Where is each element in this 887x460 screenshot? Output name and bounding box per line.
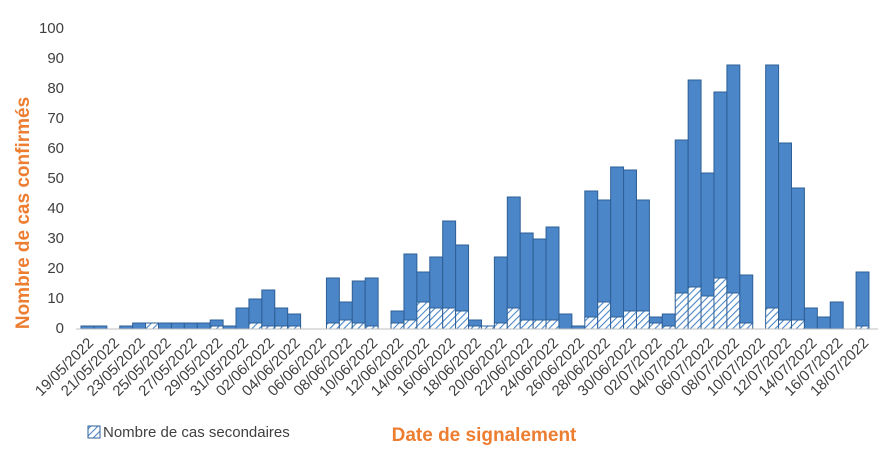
bar-segment — [248, 322, 263, 330]
bar-segment — [429, 256, 444, 309]
bar-segment — [778, 142, 792, 321]
bar-segment — [390, 322, 405, 330]
bar-segment — [506, 307, 521, 330]
bar-segment — [623, 169, 637, 312]
bar-segment — [597, 301, 612, 330]
bar-segment — [416, 271, 431, 303]
bar-segment — [158, 322, 172, 330]
bar-segment — [648, 322, 663, 330]
bar-segment — [816, 316, 831, 330]
legend-swatch — [87, 425, 101, 439]
bar-segment — [468, 319, 482, 327]
y-tick-label: 60 — [47, 140, 64, 157]
bar-segment — [700, 295, 715, 330]
bar-segment — [442, 220, 457, 309]
y-tick-label: 20 — [47, 260, 64, 277]
bar-segment — [829, 301, 844, 330]
bar-segment — [390, 310, 405, 324]
bar-segment — [274, 307, 289, 327]
bar-segment — [790, 319, 805, 330]
bar-segment — [442, 307, 457, 330]
bar-segment — [545, 319, 560, 330]
bar-segment — [416, 301, 431, 330]
bar-segment — [674, 139, 689, 294]
bar-segment — [338, 301, 353, 321]
bar-segment — [351, 280, 366, 324]
y-tick-label: 10 — [47, 290, 64, 307]
bar-segment — [597, 199, 612, 303]
bar-segment — [584, 316, 599, 330]
bar-segment — [726, 64, 741, 294]
bar-segment — [584, 190, 599, 318]
y-tick-label: 50 — [47, 170, 64, 187]
bar-segment — [765, 307, 780, 330]
bar-segment — [248, 298, 263, 324]
bar-segment — [713, 91, 728, 279]
bar-segment — [545, 226, 560, 321]
bar-segment — [493, 322, 508, 330]
bar-segment — [623, 310, 637, 330]
bar-segment — [455, 310, 470, 330]
bar-segment — [519, 232, 534, 321]
bar-segment — [403, 253, 418, 321]
bar-segment — [429, 307, 444, 330]
bar-segment — [687, 286, 702, 330]
bar-segment — [635, 199, 650, 312]
bar-segment — [610, 166, 625, 318]
bar-segment — [532, 319, 547, 330]
bar-segment — [635, 310, 650, 330]
bar-segment — [351, 322, 366, 330]
bar-segment — [855, 271, 870, 327]
bar-segment — [325, 277, 340, 324]
bar-segment — [739, 274, 754, 324]
bar-segment — [765, 64, 780, 309]
bar-segment — [455, 244, 470, 312]
bar-segment — [661, 313, 676, 327]
bar-segment — [403, 319, 418, 330]
y-tick-label: 70 — [47, 110, 64, 127]
bar-segment — [674, 292, 689, 330]
bar-segment — [183, 322, 198, 330]
bar-segment — [700, 172, 715, 297]
y-axis-title: Nombre de cas confirmés — [13, 97, 34, 329]
bar-segment — [778, 319, 792, 330]
bar-segment — [506, 196, 521, 309]
bar-segment — [261, 289, 276, 327]
bar-segment — [519, 319, 534, 330]
bar-segment — [132, 322, 147, 330]
bar-segment — [325, 322, 340, 330]
bar-segment — [170, 322, 185, 330]
y-tick-label: 30 — [47, 230, 64, 247]
bar-segment — [287, 313, 302, 327]
y-tick-label: 80 — [47, 80, 64, 97]
y-tick-label: 90 — [47, 50, 64, 67]
bar-segment — [209, 319, 224, 327]
bar-segment — [610, 316, 625, 330]
y-tick-label: 40 — [47, 200, 64, 217]
bar-segment — [713, 277, 728, 330]
bar-segment — [558, 313, 573, 330]
bar-segment — [493, 256, 508, 324]
bar-segment — [739, 322, 754, 330]
bar-segment — [532, 238, 547, 321]
bar-segment — [726, 292, 741, 330]
legend-label: Nombre de cas secondaires — [103, 424, 290, 441]
bar-segment — [196, 322, 211, 330]
bar-segment — [145, 322, 160, 330]
bar-segment — [338, 319, 353, 330]
x-axis-title: Date de signalement — [392, 425, 577, 446]
bar-segment — [235, 307, 250, 330]
bar-segment — [364, 277, 379, 327]
y-tick-label: 0 — [56, 320, 64, 337]
bar-segment — [803, 307, 818, 330]
bar-segment — [687, 79, 702, 288]
bar-segment — [648, 316, 663, 324]
bar-segment — [790, 187, 805, 321]
y-tick-label: 100 — [39, 20, 64, 37]
